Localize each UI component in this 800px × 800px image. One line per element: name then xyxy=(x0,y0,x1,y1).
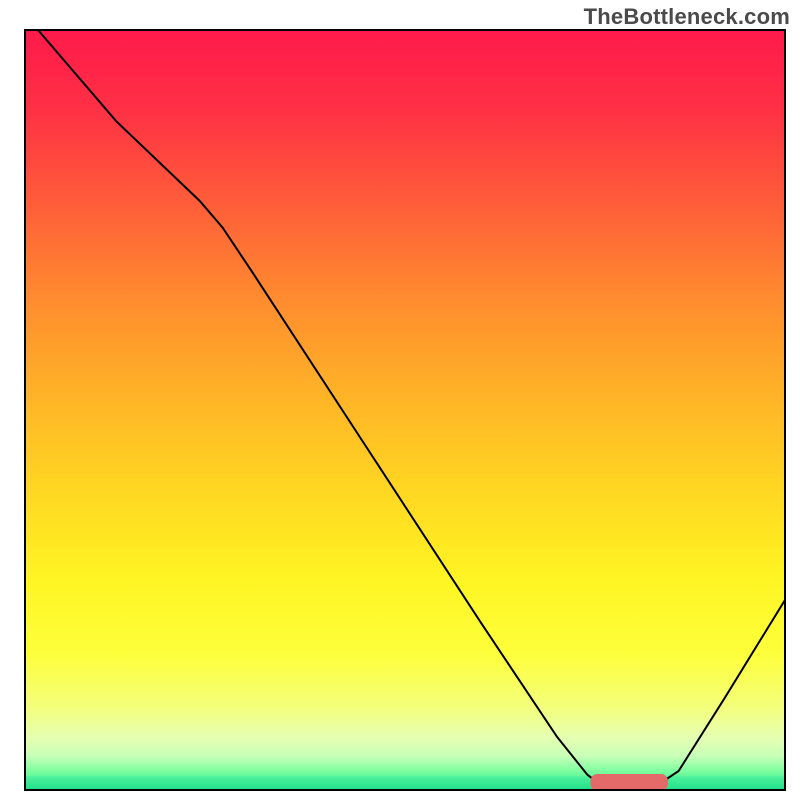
optimum-marker xyxy=(590,774,668,791)
bottom-green-strip xyxy=(25,776,785,790)
chart-stage: TheBottleneck.com xyxy=(0,0,800,800)
plot-svg xyxy=(0,0,800,800)
watermark-text: TheBottleneck.com xyxy=(584,4,790,30)
